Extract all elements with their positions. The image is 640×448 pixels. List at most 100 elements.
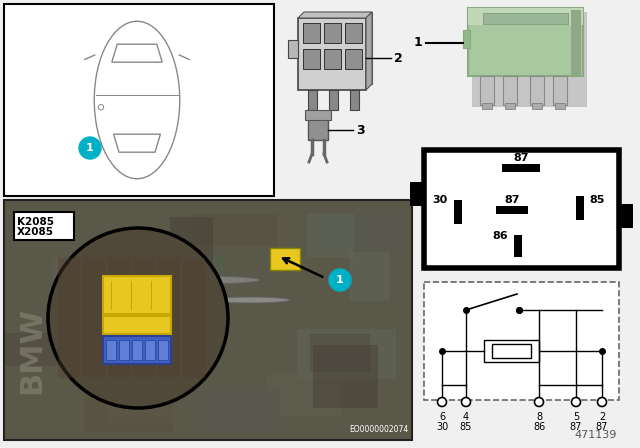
Bar — [288, 40, 298, 58]
Bar — [52, 258, 133, 315]
Bar — [153, 252, 194, 305]
Text: 8: 8 — [536, 412, 542, 422]
Text: 6: 6 — [439, 412, 445, 422]
Bar — [103, 316, 171, 334]
Bar — [58, 258, 80, 378]
Bar — [298, 18, 366, 90]
Bar — [553, 77, 567, 105]
Bar — [482, 103, 492, 109]
Bar — [303, 49, 320, 69]
Bar — [4, 4, 274, 196]
Text: K2085: K2085 — [17, 217, 54, 227]
Text: 86: 86 — [492, 231, 508, 241]
Text: 87: 87 — [513, 153, 529, 163]
Bar — [345, 23, 362, 43]
Bar — [532, 103, 542, 109]
Bar — [305, 110, 331, 120]
Bar — [158, 258, 180, 378]
Circle shape — [572, 397, 580, 406]
Bar — [106, 379, 174, 423]
Bar — [345, 49, 362, 69]
Circle shape — [79, 137, 101, 159]
Text: 85: 85 — [460, 422, 472, 432]
Polygon shape — [366, 12, 372, 90]
Bar — [503, 77, 517, 105]
Text: BMW: BMW — [17, 306, 47, 393]
Text: 4: 4 — [463, 412, 469, 422]
Bar — [350, 90, 359, 110]
Text: 2: 2 — [394, 52, 403, 65]
Bar — [84, 363, 173, 432]
Text: X2085: X2085 — [17, 227, 54, 237]
Bar — [5, 333, 98, 366]
Bar — [505, 103, 515, 109]
Bar — [308, 90, 317, 110]
Bar — [324, 49, 341, 69]
Bar — [483, 13, 568, 24]
Bar — [170, 217, 213, 271]
Bar — [183, 258, 205, 378]
Bar — [454, 200, 462, 224]
Bar — [103, 303, 166, 335]
Polygon shape — [298, 12, 372, 18]
Bar — [304, 12, 372, 84]
Text: 1: 1 — [336, 275, 344, 285]
Circle shape — [329, 269, 351, 291]
Bar — [303, 23, 320, 43]
Bar — [308, 118, 328, 140]
Bar — [110, 271, 170, 339]
Ellipse shape — [140, 276, 260, 284]
Bar — [468, 8, 583, 25]
Ellipse shape — [210, 297, 290, 303]
Text: 5: 5 — [573, 412, 579, 422]
Bar — [95, 310, 194, 346]
Bar — [555, 103, 565, 109]
Bar — [108, 258, 130, 378]
Text: 87: 87 — [596, 422, 608, 432]
Bar — [164, 257, 225, 311]
Text: EO0000002074: EO0000002074 — [349, 425, 408, 434]
Circle shape — [48, 228, 228, 408]
Circle shape — [598, 397, 607, 406]
Bar — [103, 276, 171, 314]
Bar — [267, 374, 341, 417]
Bar — [463, 30, 470, 48]
Bar — [619, 204, 633, 228]
Text: 87: 87 — [570, 422, 582, 432]
Bar — [307, 214, 354, 257]
Bar — [270, 248, 300, 270]
Bar — [103, 336, 171, 364]
Bar — [468, 8, 583, 77]
Bar — [496, 206, 528, 214]
Bar — [106, 340, 116, 360]
Text: 1: 1 — [86, 143, 94, 153]
Circle shape — [461, 397, 470, 406]
Ellipse shape — [110, 315, 210, 325]
Text: 471139: 471139 — [575, 430, 617, 440]
Text: 30: 30 — [436, 422, 448, 432]
Bar — [14, 212, 74, 240]
Circle shape — [438, 397, 447, 406]
Bar — [514, 235, 522, 257]
Bar — [349, 252, 390, 301]
Text: 2: 2 — [599, 412, 605, 422]
Text: 1: 1 — [413, 36, 422, 49]
Bar — [576, 196, 584, 220]
Bar — [480, 77, 494, 105]
Bar — [191, 214, 277, 246]
Bar — [571, 10, 581, 75]
Text: 85: 85 — [589, 195, 604, 205]
Bar — [424, 282, 619, 400]
Bar — [319, 213, 408, 251]
Bar — [329, 90, 338, 110]
Bar — [310, 334, 370, 372]
Bar — [145, 340, 155, 360]
Bar — [502, 164, 540, 172]
Bar — [424, 150, 619, 268]
Bar — [133, 258, 155, 378]
Text: 3: 3 — [356, 124, 365, 137]
Bar — [324, 23, 341, 43]
Bar — [119, 340, 129, 360]
Bar — [83, 258, 105, 378]
Text: 87: 87 — [504, 195, 520, 205]
